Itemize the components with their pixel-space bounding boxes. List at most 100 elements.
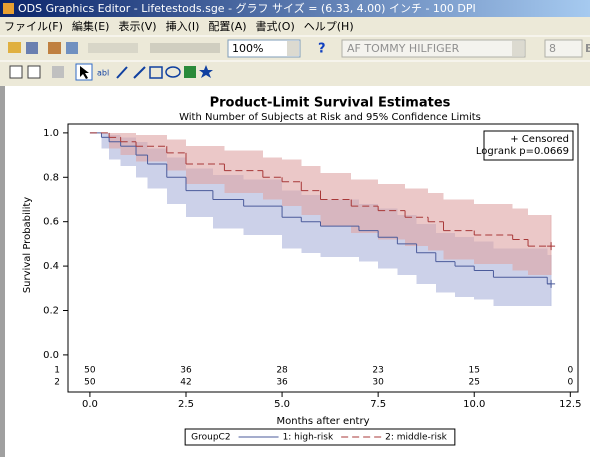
band-segment (120, 132, 137, 156)
inset-text: + Censored (510, 134, 569, 145)
line-tool[interactable] (116, 66, 128, 79)
chart-title: Product-Limit Survival Estimates (210, 96, 451, 111)
bold-button[interactable]: B (585, 42, 590, 55)
text-tool[interactable]: abl (97, 69, 109, 78)
star-tool[interactable] (199, 65, 213, 78)
menu-item[interactable]: 編集(E) (72, 19, 110, 33)
band-segment (185, 146, 225, 184)
open-button[interactable] (8, 42, 21, 53)
menu-bar: ファイル(F) 編集(E) 表示(V) 挿入(I) 配置(A) 書式(O) ヘルプ(H) (4, 19, 354, 33)
edit-buttons[interactable] (88, 43, 138, 53)
x-tick-label: 10.0 (463, 399, 485, 410)
font-box[interactable] (341, 39, 526, 58)
font-name: AF TOMMY HILFIGER (347, 42, 460, 55)
tool[interactable] (52, 66, 64, 78)
x-tick-label: 0.0 (82, 399, 98, 410)
censored-marker (547, 279, 556, 288)
y-axis-label: Survival Probability (22, 197, 33, 293)
legend: GroupC2 1: high-risk 2: middle-risk (191, 433, 448, 443)
size-box[interactable] (544, 39, 583, 58)
dropdown[interactable] (287, 41, 299, 56)
dropdown[interactable] (512, 41, 524, 56)
zoom-box[interactable] (227, 39, 301, 58)
legend-label: 2: middle-risk (385, 433, 447, 443)
band-segment (136, 135, 167, 162)
at-risk-group: 1 (54, 366, 60, 376)
at-risk-count: 0 (567, 366, 573, 376)
band-segment (443, 199, 475, 260)
band-segment (301, 166, 321, 216)
x-tick-label: 2.5 (178, 399, 194, 410)
window-title: ODS Graphics Editor - Lifetestods.sge - … (18, 1, 476, 15)
band-segment (547, 254, 552, 307)
menu-item[interactable]: 配置(A) (208, 20, 246, 33)
arrow-icon (80, 66, 89, 79)
at-risk-count: 15 (469, 366, 480, 376)
tool[interactable] (27, 65, 41, 79)
band-segment (262, 157, 283, 200)
rect-tool[interactable] (149, 66, 163, 79)
toolbar: abl (9, 63, 213, 81)
y-tick-label: 1.0 (43, 128, 59, 139)
at-risk-count: 50 (84, 366, 96, 376)
ellipse-tool[interactable] (165, 66, 181, 78)
y-tick-label: 0.8 (43, 172, 59, 183)
help-button[interactable]: ? (318, 42, 326, 57)
arrow-tool[interactable] (133, 66, 146, 79)
at-risk-count: 0 (567, 378, 573, 388)
menu-item[interactable]: ファイル(F) (4, 20, 63, 33)
canvas-border (0, 86, 5, 457)
tool[interactable] (9, 65, 23, 79)
legend-label: 1: high-risk (283, 433, 334, 443)
y-tick-label: 0.2 (43, 305, 59, 316)
band-segment (428, 192, 444, 251)
title-bar (0, 0, 590, 17)
at-risk-count: 42 (180, 378, 191, 388)
x-axis-label: Months after entry (276, 416, 369, 427)
at-risk-count: 25 (469, 378, 480, 388)
y-tick-label: 0.0 (43, 350, 59, 361)
preview-button[interactable] (66, 42, 78, 54)
legend-box (184, 428, 456, 446)
band-segment (378, 183, 406, 240)
undo-redo[interactable] (150, 43, 220, 53)
print-button[interactable] (48, 42, 61, 54)
legend-title: GroupC2 (191, 433, 230, 443)
y-tick-label: 0.6 (43, 217, 59, 228)
at-risk-count: 23 (372, 366, 383, 376)
save-button[interactable] (26, 42, 38, 54)
censored-marker (547, 242, 556, 251)
at-risk-count: 36 (180, 366, 192, 376)
inset-text: Logrank p=0.0669 (476, 146, 569, 157)
plot-frame (67, 123, 579, 393)
band-segment (101, 132, 110, 149)
chart-subtitle: With Number of Subjects at Risk and 95% … (179, 112, 481, 123)
menu-item[interactable]: ヘルプ(H) (304, 20, 354, 33)
band-segment (528, 215, 552, 275)
at-risk-count: 36 (276, 378, 288, 388)
x-tick-label: 7.5 (370, 399, 386, 410)
at-risk-group: 2 (54, 378, 60, 388)
menu-item[interactable]: 表示(V) (118, 19, 156, 33)
band-segment (224, 150, 263, 193)
menu-item[interactable]: 挿入(I) (166, 19, 200, 33)
toolbar: 100% ? AF TOMMY HILFIGER 8 B (8, 39, 590, 58)
band-segment (166, 139, 186, 171)
app-icon (3, 3, 14, 14)
chart: Product-Limit Survival Estimates With Nu… (22, 96, 581, 446)
y-tick-label: 0.4 (43, 261, 59, 272)
x-tick-label: 12.5 (559, 399, 581, 410)
band-segment (109, 132, 121, 149)
at-risk-count: 30 (372, 378, 384, 388)
menu-item[interactable]: 書式(O) (256, 19, 295, 33)
font-size: 8 (549, 42, 556, 55)
at-risk-count: 50 (84, 378, 96, 388)
image-tool[interactable] (184, 66, 196, 78)
band-segment (474, 203, 513, 264)
at-risk-count: 28 (276, 366, 288, 376)
band-segment (512, 208, 529, 271)
zoom-value: 100% (232, 42, 263, 55)
